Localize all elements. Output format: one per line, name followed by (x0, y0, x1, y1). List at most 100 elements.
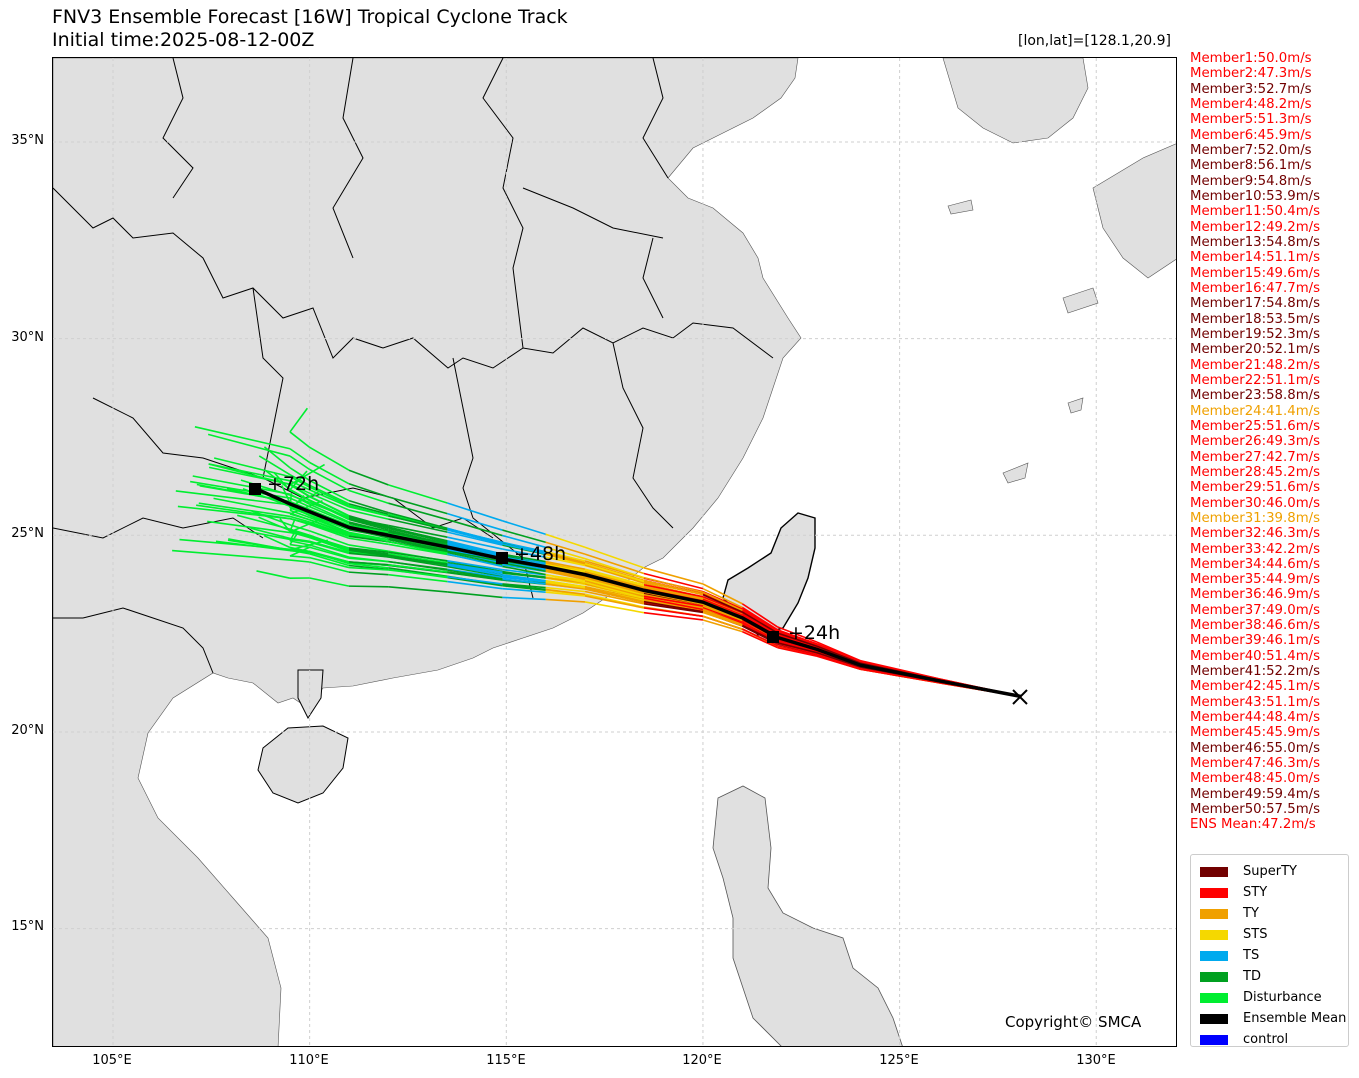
member-entry: Member21:48.2m/s (1190, 358, 1320, 373)
member-entry: Member41:52.2m/s (1190, 664, 1320, 679)
member-entry: Member34:44.6m/s (1190, 557, 1320, 572)
member-entry: Member30:46.0m/s (1190, 496, 1320, 511)
copyright-label: Copyright© SMCA (1005, 1013, 1141, 1031)
legend-label: control (1243, 1032, 1288, 1047)
legend-item: TD (1191, 966, 1348, 987)
legend-item: Ensemble Mean (1191, 1008, 1348, 1029)
member-entry: Member25:51.6m/s (1190, 419, 1320, 434)
member-entry: Member5:51.3m/s (1190, 112, 1320, 127)
member-entry: Member28:45.2m/s (1190, 465, 1320, 480)
member-entry: Member4:48.2m/s (1190, 97, 1320, 112)
land-layer (53, 58, 1177, 1047)
member-entry: Member13:54.8m/s (1190, 235, 1320, 250)
member-entry: Member32:46.3m/s (1190, 526, 1320, 541)
member-entry: Member29:51.6m/s (1190, 480, 1320, 495)
member-entry: ENS Mean:47.2m/s (1190, 817, 1320, 832)
member-entry: Member19:52.3m/s (1190, 327, 1320, 342)
legend-label: STS (1243, 927, 1267, 942)
member-entry: Member16:47.7m/s (1190, 281, 1320, 296)
legend-swatch-icon (1200, 867, 1228, 877)
legend-item: TY (1191, 903, 1348, 924)
member-entry: Member42:45.1m/s (1190, 679, 1320, 694)
start-coordinate-label: [lon,lat]=[128.1,20.9] (1018, 33, 1171, 49)
member-entry: Member33:42.2m/s (1190, 542, 1320, 557)
ytick-15n: 15°N (11, 919, 44, 934)
legend-item: SuperTY (1191, 861, 1348, 882)
member-entry: Member2:47.3m/s (1190, 66, 1320, 81)
member-entry: Member44:48.4m/s (1190, 710, 1320, 725)
title-line-2: Initial time:2025-08-12-00Z (52, 29, 568, 52)
chart-title: FNV3 Ensemble Forecast [16W] Tropical Cy… (52, 6, 568, 52)
marker-24h (767, 631, 779, 643)
member-entry: Member35:44.9m/s (1190, 572, 1320, 587)
member-entry: Member47:46.3m/s (1190, 756, 1320, 771)
category-legend: SuperTY STY TY STS TS TD Disturbance Ensemble M… (1190, 854, 1349, 1047)
title-line-1: FNV3 Ensemble Forecast [16W] Tropical Cy… (52, 6, 568, 29)
member-entry: Member24:41.4m/s (1190, 404, 1320, 419)
member-entry: Member31:39.8m/s (1190, 511, 1320, 526)
legend-label: TY (1243, 906, 1259, 921)
member-entry: Member22:51.1m/s (1190, 373, 1320, 388)
label-48h: +48h (514, 543, 566, 565)
member-entry: Member8:56.1m/s (1190, 158, 1320, 173)
xtick-115e: 115°E (486, 1053, 526, 1068)
legend-swatch-icon (1200, 993, 1228, 1003)
member-entry: Member20:52.1m/s (1190, 342, 1320, 357)
track-map: +24h +48h +72h (53, 58, 1177, 1047)
member-entry: Member49:59.4m/s (1190, 787, 1320, 802)
member-entry: Member39:46.1m/s (1190, 633, 1320, 648)
member-entry: Member14:51.1m/s (1190, 250, 1320, 265)
legend-swatch-icon (1200, 1035, 1228, 1045)
member-entry: Member7:52.0m/s (1190, 143, 1320, 158)
member-intensity-list: Member1:50.0m/s Member2:47.3m/s Member3:52… (1190, 51, 1320, 833)
xtick-130e: 130°E (1076, 1053, 1116, 1068)
legend-label: Disturbance (1243, 990, 1322, 1005)
ytick-20n: 20°N (11, 723, 44, 738)
legend-label: STY (1243, 885, 1267, 900)
legend-item: TS (1191, 945, 1348, 966)
legend-item: STY (1191, 882, 1348, 903)
legend-label: Ensemble Mean (1243, 1011, 1346, 1026)
member-entry: Member38:46.6m/s (1190, 618, 1320, 633)
xtick-105e: 105°E (92, 1053, 132, 1068)
member-entry: Member6:45.9m/s (1190, 128, 1320, 143)
marker-48h (496, 552, 508, 564)
member-entry: Member9:54.8m/s (1190, 174, 1320, 189)
member-entry: Member45:45.9m/s (1190, 725, 1320, 740)
legend-swatch-icon (1200, 951, 1228, 961)
legend-label: TD (1243, 969, 1261, 984)
label-24h: +24h (788, 622, 840, 644)
member-entry: Member17:54.8m/s (1190, 296, 1320, 311)
legend-label: TS (1243, 948, 1259, 963)
member-entry: Member11:50.4m/s (1190, 204, 1320, 219)
legend-swatch-icon (1200, 1014, 1228, 1024)
legend-swatch-icon (1200, 909, 1228, 919)
legend-label: SuperTY (1243, 864, 1297, 879)
xtick-110e: 110°E (289, 1053, 329, 1068)
member-entry: Member15:49.6m/s (1190, 266, 1320, 281)
xtick-120e: 120°E (682, 1053, 722, 1068)
legend-swatch-icon (1200, 930, 1228, 940)
member-entry: Member36:46.9m/s (1190, 587, 1320, 602)
member-entry: Member50:57.5m/s (1190, 802, 1320, 817)
member-entry: Member40:51.4m/s (1190, 649, 1320, 664)
map-panel: +24h +48h +72h (52, 57, 1177, 1047)
marker-72h (249, 483, 261, 495)
legend-swatch-icon (1200, 888, 1228, 898)
legend-swatch-icon (1200, 972, 1228, 982)
member-entry: Member43:51.1m/s (1190, 695, 1320, 710)
label-72h: +72h (267, 473, 319, 495)
member-entry: Member37:49.0m/s (1190, 603, 1320, 618)
member-entry: Member12:49.2m/s (1190, 220, 1320, 235)
member-entry: Member48:45.0m/s (1190, 771, 1320, 786)
xtick-125e: 125°E (879, 1053, 919, 1068)
member-entry: Member23:58.8m/s (1190, 388, 1320, 403)
ytick-30n: 30°N (11, 330, 44, 345)
member-entry: Member10:53.9m/s (1190, 189, 1320, 204)
member-entry: Member3:52.7m/s (1190, 82, 1320, 97)
legend-item: control (1191, 1029, 1348, 1050)
member-entry: Member27:42.7m/s (1190, 450, 1320, 465)
legend-item: STS (1191, 924, 1348, 945)
member-entry: Member46:55.0m/s (1190, 741, 1320, 756)
member-entry: Member18:53.5m/s (1190, 312, 1320, 327)
